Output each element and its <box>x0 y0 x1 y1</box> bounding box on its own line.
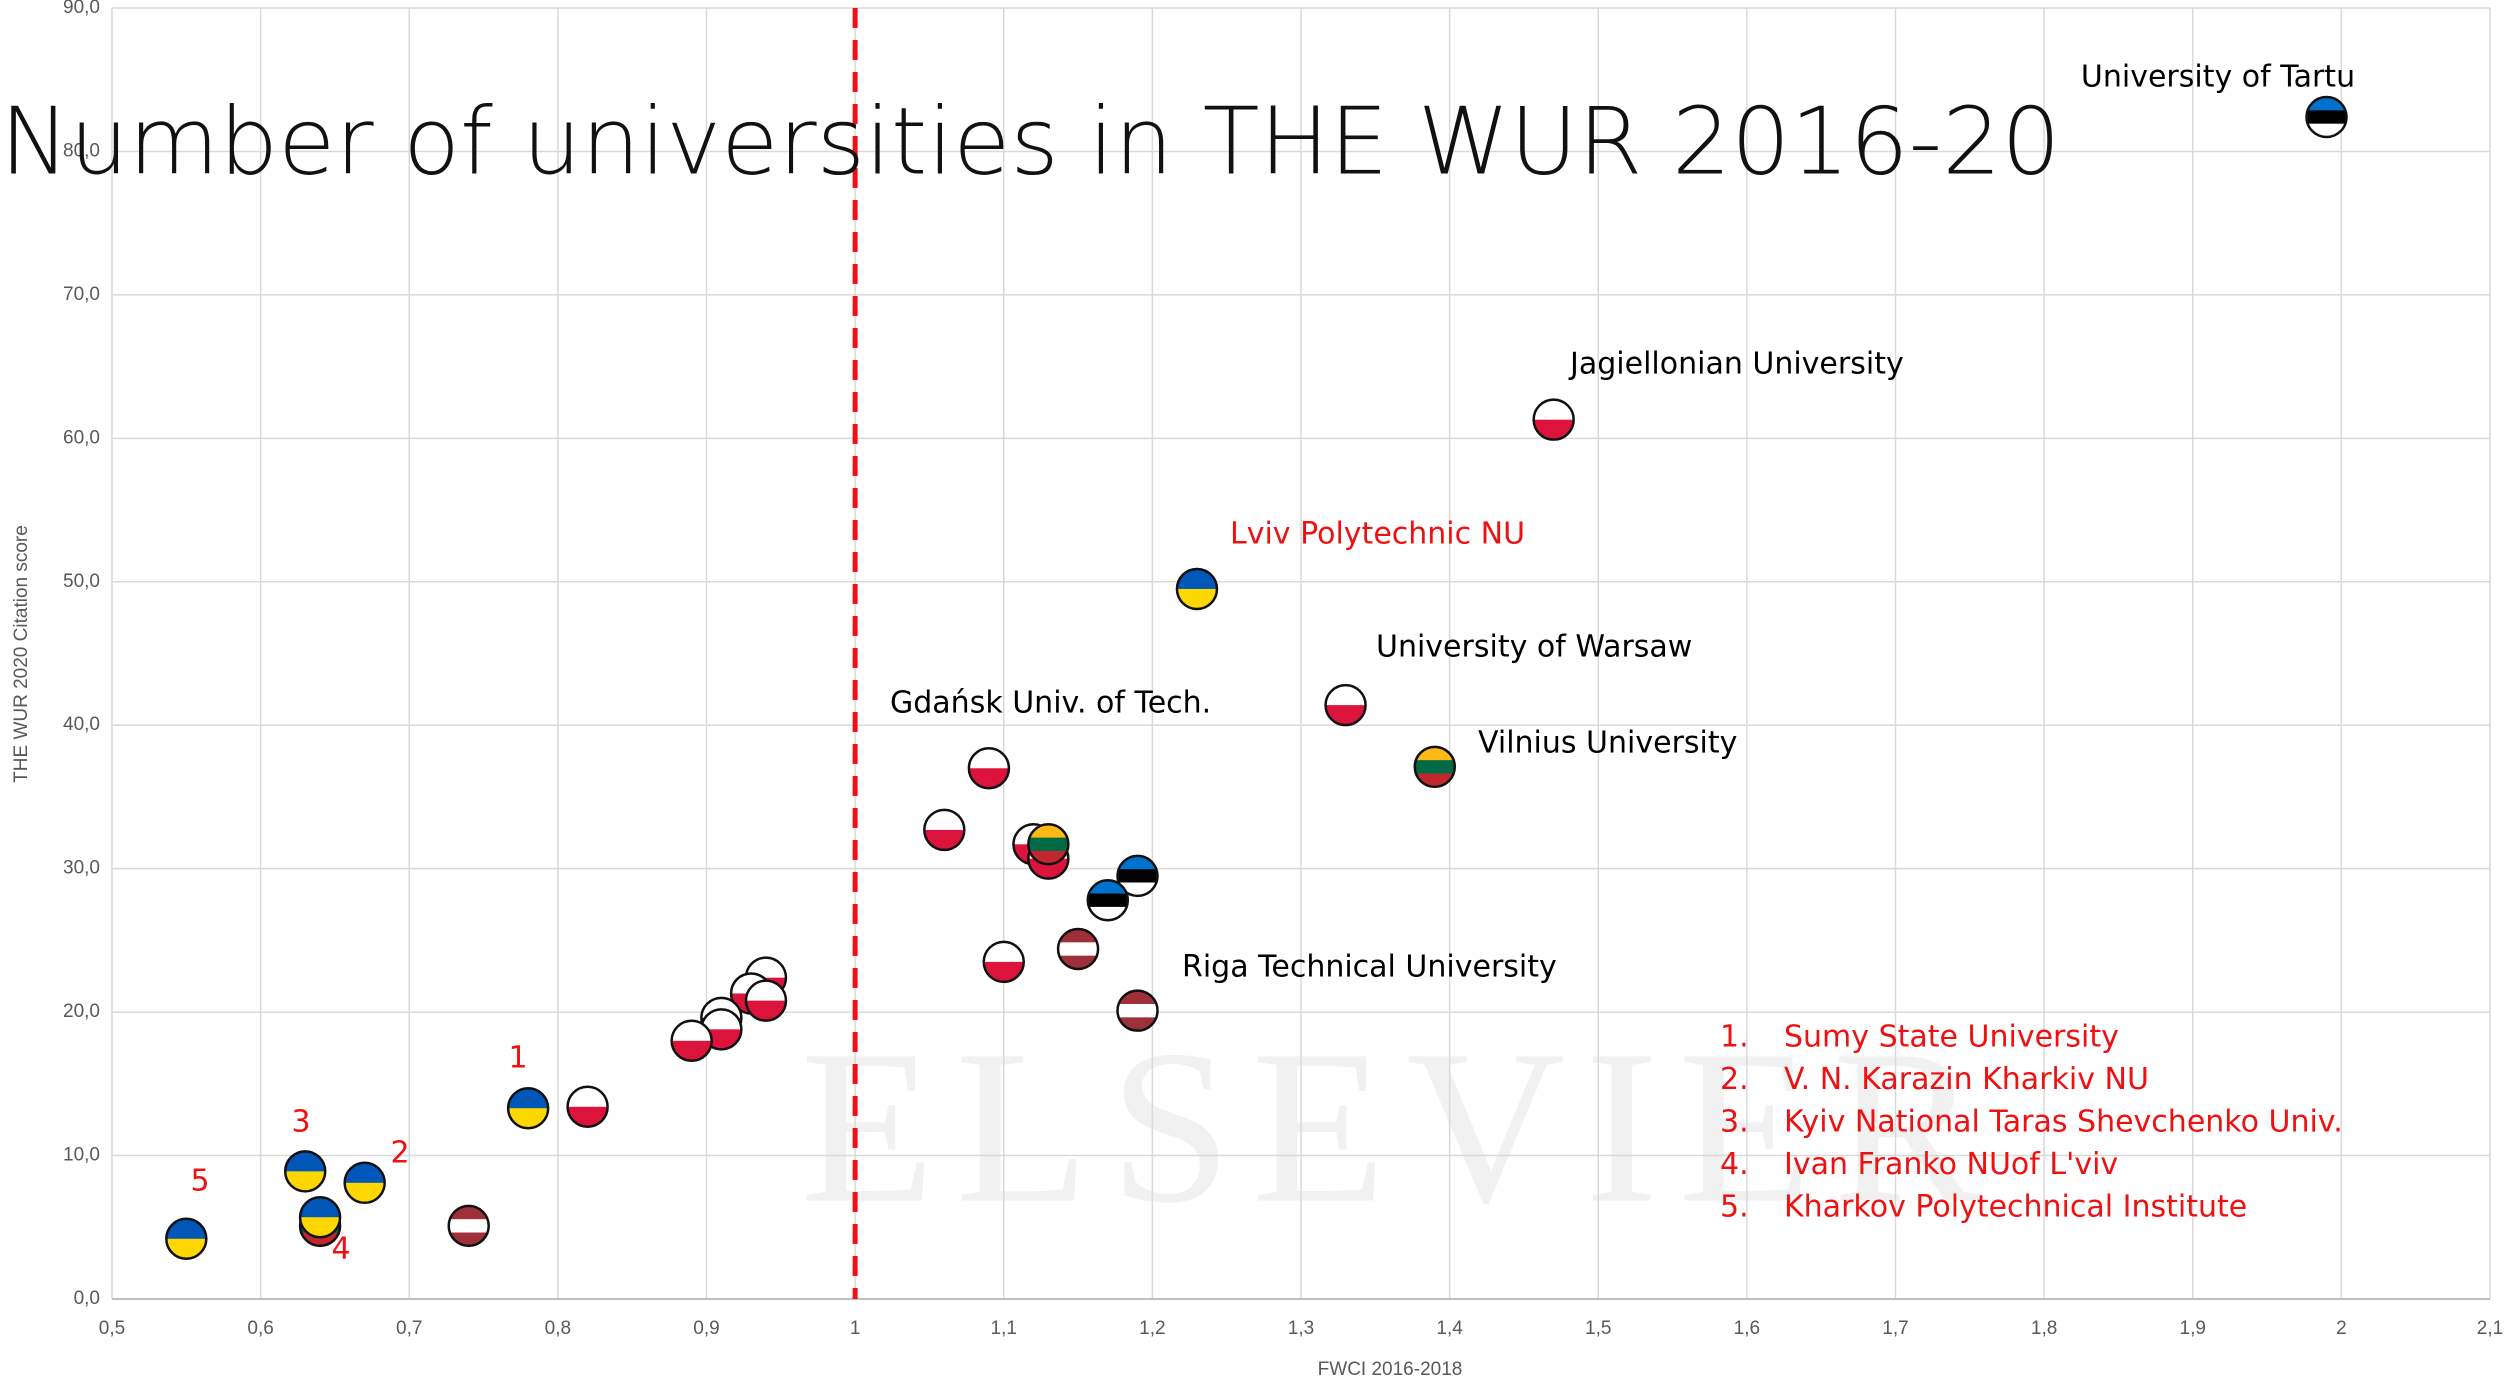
key-number: 3. <box>1720 1105 1749 1140</box>
x-tick-label: 1,8 <box>2031 1318 2057 1339</box>
y-axis-label: THE WUR 2020 Citation score <box>11 525 32 783</box>
flag-stripe <box>1058 942 1098 956</box>
x-tick-label: 0,8 <box>545 1318 571 1339</box>
flag-stripe <box>924 830 964 851</box>
flag-stripe <box>969 768 1009 789</box>
annotation: 5 <box>190 1164 209 1199</box>
y-tick-label: 20,0 <box>63 1001 100 1022</box>
y-tick-label: 90,0 <box>63 0 100 18</box>
flag-stripe <box>285 1151 325 1172</box>
flag-stripe <box>1028 838 1068 852</box>
flag-stripe <box>345 1163 385 1184</box>
flag-stripe <box>568 1107 608 1128</box>
flag-stripe <box>1326 685 1366 706</box>
flag-stripe <box>300 1197 340 1218</box>
annotation: 3 <box>291 1105 310 1140</box>
flag-stripe <box>1326 705 1366 726</box>
flag-stripe <box>1415 760 1455 774</box>
flag-stripe <box>1534 400 1574 421</box>
flag-stripe <box>449 1219 489 1233</box>
flag-stripe <box>1177 589 1217 610</box>
flag-stripe <box>746 1001 786 1022</box>
annotation: Vilnius University <box>1478 726 1737 761</box>
flag-stripe <box>672 1041 712 1062</box>
flag-stripe <box>166 1219 206 1240</box>
flag-stripe <box>508 1088 548 1109</box>
x-tick-label: 1,2 <box>1139 1318 1165 1339</box>
flag-stripe <box>568 1087 608 1108</box>
key-name: Kyiv National Taras Shevchenko Univ. <box>1784 1105 2343 1140</box>
flag-stripe <box>1088 894 1128 908</box>
y-tick-label: 0,0 <box>74 1288 100 1309</box>
annotation: 1 <box>508 1041 527 1076</box>
flag-stripe <box>1177 569 1217 590</box>
annotation: Jagiellonian University <box>1568 347 1904 382</box>
annotation: 4 <box>331 1232 350 1267</box>
key-name: Sumy State University <box>1784 1020 2119 1055</box>
flag-stripe <box>166 1239 206 1260</box>
y-tick-label: 50,0 <box>63 571 100 592</box>
x-tick-label: 2,1 <box>2477 1318 2503 1339</box>
x-axis-label: FWCI 2016-2018 <box>1318 1359 1463 1380</box>
x-tick-label: 1,4 <box>1436 1318 1463 1339</box>
y-tick-label: 10,0 <box>63 1145 100 1166</box>
key-number: 4. <box>1720 1147 1749 1182</box>
key-number: 5. <box>1720 1190 1749 1225</box>
y-tick-label: 40,0 <box>63 714 100 735</box>
chart: ELSEVIER FWCI 2016-2018 THE WUR 2020 Cit… <box>0 0 2509 1390</box>
annotation: 2 <box>390 1136 409 1171</box>
flag-stripe <box>285 1171 325 1192</box>
x-tick-label: 0,5 <box>99 1318 125 1339</box>
x-tick-label: 1,3 <box>1288 1318 1314 1339</box>
x-tick-label: 1,7 <box>1882 1318 1908 1339</box>
flag-stripe <box>984 942 1024 963</box>
flag-stripe <box>2307 110 2347 124</box>
annotation: University of Warsaw <box>1376 630 1692 665</box>
key-number: 2. <box>1720 1062 1749 1097</box>
key-name: Kharkov Polytechnical Institute <box>1784 1190 2247 1225</box>
x-tick-label: 0,7 <box>396 1318 422 1339</box>
x-tick-label: 1 <box>850 1318 861 1339</box>
flag-stripe <box>508 1108 548 1129</box>
flag-stripe <box>969 748 1009 769</box>
key-name: Ivan Franko NUof L'viv <box>1784 1147 2118 1182</box>
flag-stripe <box>1118 869 1158 883</box>
x-tick-label: 1,6 <box>1734 1318 1760 1339</box>
x-tick-label: 1,5 <box>1585 1318 1611 1339</box>
annotation: Lviv Polytechnic NU <box>1230 517 1525 552</box>
x-tick-label: 1,9 <box>2180 1318 2206 1339</box>
annotation: University of Tartu <box>2081 60 2355 95</box>
flag-stripe <box>984 962 1024 983</box>
y-tick-label: 70,0 <box>63 284 100 305</box>
y-tick-label: 30,0 <box>63 858 100 879</box>
x-tick-label: 0,6 <box>247 1318 273 1339</box>
flag-stripe <box>924 810 964 831</box>
y-tick-label: 60,0 <box>63 427 100 448</box>
chart-title: Number of universities in THE WUR 2016-2… <box>0 88 2061 196</box>
annotation: Riga Technical University <box>1182 950 1557 985</box>
x-tick-label: 1,1 <box>991 1318 1017 1339</box>
x-tick-label: 0,9 <box>693 1318 719 1339</box>
flag-stripe <box>1118 1004 1158 1018</box>
annotation: Gdańsk Univ. of Tech. <box>890 686 1211 721</box>
flag-stripe <box>345 1183 385 1204</box>
flag-stripe <box>1534 420 1574 441</box>
key-number: 1. <box>1720 1020 1749 1055</box>
x-tick-label: 2 <box>2336 1318 2347 1339</box>
key-name: V. N. Karazin Kharkiv NU <box>1784 1062 2149 1097</box>
